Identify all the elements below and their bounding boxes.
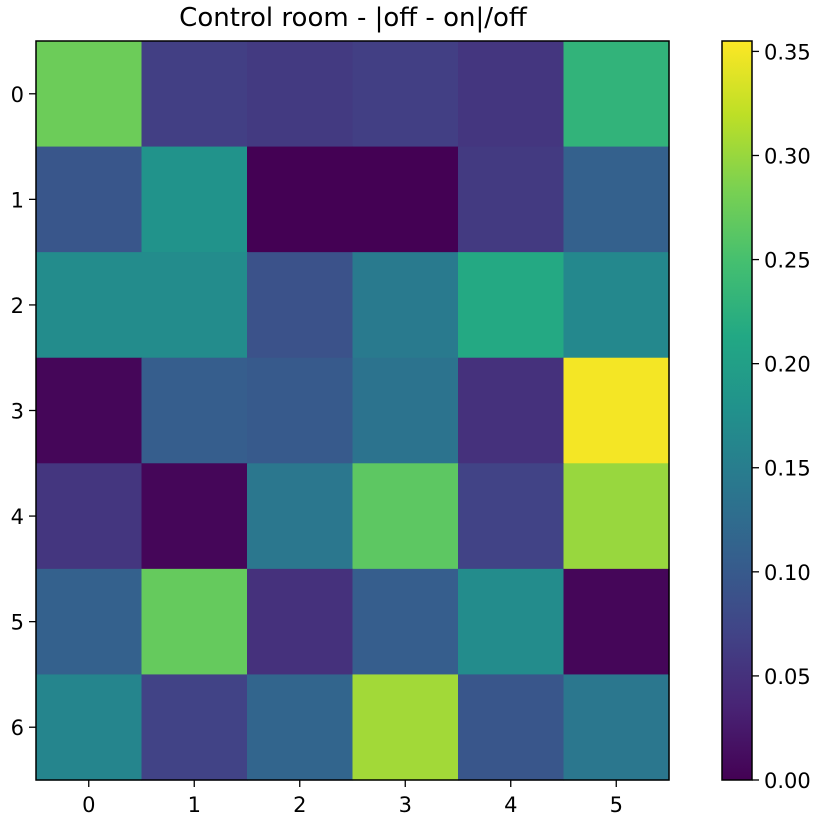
heatmap-cell [352,463,459,570]
heatmap-cell [141,463,248,570]
heatmap-cell [458,146,565,253]
heatmap-cell [247,357,354,464]
heatmap-cell [458,41,565,148]
heatmap-cell [36,568,143,676]
heatmap-cell [247,568,354,676]
heatmap-cell [563,568,670,676]
heatmap-cell [458,463,565,570]
y-tick-label: 6 [11,716,24,740]
y-tick-label: 1 [11,188,24,212]
heatmap-cell [141,674,248,781]
chart-title: Control room - |off - on|/off [179,3,528,33]
heatmap-cell [352,41,459,148]
heatmap-cell [352,357,459,464]
heatmap-cell [563,146,670,253]
heatmap-cell [247,463,354,570]
colorbar-tick-label: 0.05 [764,665,811,689]
heatmap-cell [36,252,143,359]
heatmap-cell [352,146,459,253]
x-tick-label: 0 [82,793,95,817]
heatmap-cell [247,41,354,148]
heatmap-cells [36,41,670,781]
heatmap-cell [352,252,459,359]
heatmap-cell [141,357,248,464]
heatmap-cell [247,252,354,359]
y-tick-label: 0 [11,83,24,107]
heatmap-cell [352,674,459,781]
y-tick-label: 5 [11,611,24,635]
y-tick-label: 4 [11,505,24,529]
heatmap-cell [141,146,248,253]
colorbar-tick-label: 0.35 [764,40,811,64]
heatmap-cell [36,146,143,253]
x-axis: 0 1 2 3 4 5 [82,780,623,817]
x-tick-label: 5 [610,793,623,817]
colorbar [721,40,753,781]
y-tick-label: 3 [11,400,24,424]
heatmap-cell [141,568,248,676]
heatmap-cell [563,41,670,148]
heatmap-cell [36,463,143,570]
colorbar-tick-label: 0.20 [764,353,811,377]
heatmap-cell [458,568,565,676]
heatmap-cell [563,674,670,781]
heatmap-cell [458,252,565,359]
heatmap-cell [141,41,248,148]
heatmap-cell [36,674,143,781]
heatmap-cell [141,252,248,359]
colorbar-axis: 0.00 0.05 0.10 0.15 0.20 0.25 0.30 0.35 [752,40,811,793]
y-axis: 0 1 2 3 4 5 6 [11,83,36,740]
x-tick-label: 3 [399,793,412,817]
colorbar-tick-label: 0.00 [764,769,811,793]
y-tick-label: 2 [11,294,24,318]
heatmap-cell [352,568,459,676]
heatmap-cell [563,252,670,359]
colorbar-tick-label: 0.10 [764,561,811,585]
colorbar-tick-label: 0.15 [764,457,811,481]
heatmap-cell [458,674,565,781]
colorbar-tick-label: 0.25 [764,249,811,273]
x-tick-label: 2 [293,793,306,817]
heatmap-cell [563,463,670,570]
heatmap-cell [247,146,354,253]
heatmap-cell [36,41,143,148]
heatmap-cell [563,357,670,464]
heatmap-cell [247,674,354,781]
x-tick-label: 4 [504,793,517,817]
heatmap-cell [458,357,565,464]
x-tick-label: 1 [188,793,201,817]
heatmap-cell [36,357,143,464]
colorbar-tick-label: 0.30 [764,144,811,168]
